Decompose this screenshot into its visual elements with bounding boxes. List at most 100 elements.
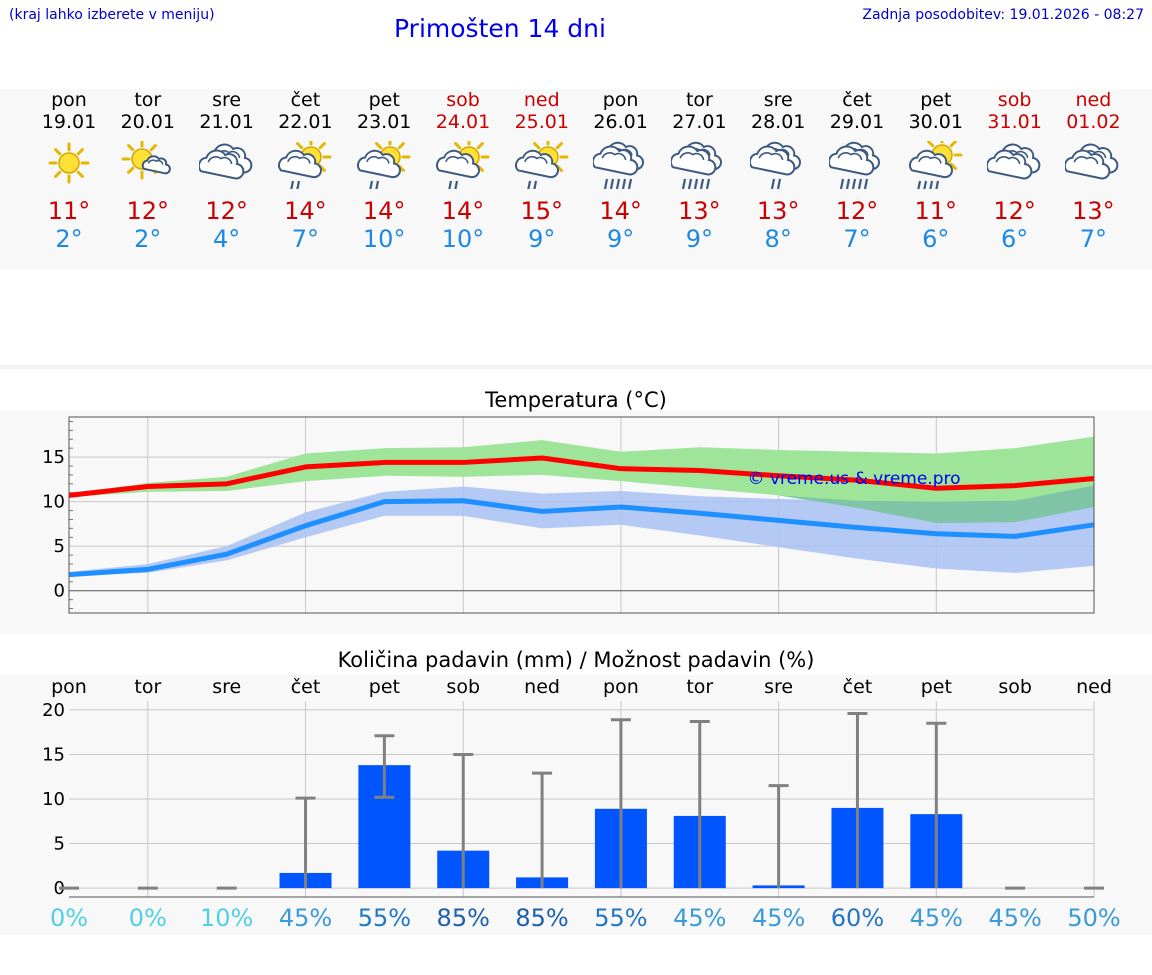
last-update: Zadnja posodobitev: 19.01.2026 - 08:27 bbox=[862, 7, 1144, 23]
rain-drop bbox=[857, 178, 863, 190]
min-temp: 6° bbox=[922, 225, 950, 253]
icon-group bbox=[514, 136, 569, 192]
temperature-chart-title: Temperatura (°C) bbox=[485, 388, 667, 412]
watermark: © vreme.us & vreme.pro bbox=[747, 469, 960, 489]
cloud-inner-line bbox=[995, 156, 1020, 165]
precip-chance-label: 45% bbox=[673, 904, 727, 932]
rain-drop bbox=[694, 178, 699, 190]
rain-drop bbox=[615, 178, 620, 190]
icon-group bbox=[985, 143, 1040, 180]
precip-chance-label: 85% bbox=[436, 904, 490, 932]
min-temp: 10° bbox=[362, 225, 406, 253]
y-tick-label: 15 bbox=[42, 447, 65, 468]
cloud-inner-line bbox=[147, 159, 164, 165]
rain-drop bbox=[447, 180, 453, 192]
rain-drop bbox=[627, 178, 632, 190]
icon-group bbox=[357, 136, 411, 192]
day-name: ned bbox=[1075, 89, 1112, 111]
cloud-shape bbox=[908, 149, 953, 179]
max-temp: 14° bbox=[441, 197, 485, 225]
min-temp-line bbox=[68, 498, 1095, 578]
cloud-shape bbox=[357, 149, 402, 179]
x-category-label: sre bbox=[212, 676, 242, 698]
precipitation-chart: 05101520 bbox=[42, 700, 1104, 899]
day-date: 24.01 bbox=[435, 111, 491, 133]
day-date: 19.01 bbox=[41, 111, 97, 133]
sun-ray bbox=[397, 142, 406, 150]
location-hint: (kraj lahko izberete v meniju) bbox=[9, 7, 215, 23]
icon-group bbox=[1064, 143, 1119, 180]
rain-drop bbox=[609, 178, 614, 190]
min-temp: 8° bbox=[764, 225, 792, 253]
max-temp: 12° bbox=[835, 197, 879, 225]
x-category-label: tor bbox=[686, 676, 714, 698]
day-column: ned 25.01 15° 9° bbox=[502, 89, 582, 253]
sun-ray bbox=[126, 166, 135, 174]
x-category-label: pet bbox=[368, 676, 400, 698]
sun-cloud-heavy-rain-icon bbox=[908, 134, 963, 192]
precip-chance-label: 60% bbox=[830, 904, 885, 932]
max-temp: 14° bbox=[362, 197, 406, 225]
rain-drop bbox=[682, 178, 687, 190]
sun-ray bbox=[926, 140, 935, 148]
min-temp: 9° bbox=[685, 225, 714, 253]
x-category-label: sob bbox=[446, 676, 481, 698]
cloud-inner-line bbox=[917, 156, 942, 164]
x-category-label: tor bbox=[134, 676, 162, 698]
cloud-shape bbox=[749, 145, 796, 176]
day-column: sre 21.01 12° 4° bbox=[187, 89, 267, 253]
rain-drop bbox=[777, 178, 782, 190]
x-category-label: pon bbox=[51, 676, 87, 698]
rain-drop bbox=[771, 178, 776, 190]
rain-drop bbox=[839, 178, 845, 190]
max-temp: 13° bbox=[756, 197, 800, 225]
precip-chance-label: 45% bbox=[909, 904, 963, 932]
icon-group bbox=[591, 141, 644, 190]
cloud-inner-line bbox=[287, 156, 312, 164]
day-date: 21.01 bbox=[199, 111, 254, 133]
sun-ray bbox=[76, 170, 84, 178]
rain-drop bbox=[526, 180, 531, 192]
max-temp: 12° bbox=[126, 197, 170, 225]
day-name: pet bbox=[368, 89, 400, 111]
rain-drop bbox=[845, 178, 851, 190]
sun-ray bbox=[149, 144, 157, 152]
sun-ray bbox=[375, 142, 383, 150]
max-temp: 11° bbox=[914, 197, 958, 225]
icon-group bbox=[827, 141, 880, 190]
precip-chance-label: 55% bbox=[594, 904, 648, 932]
day-name: sre bbox=[763, 89, 793, 111]
rain-drop bbox=[369, 180, 374, 192]
rain-drop bbox=[851, 178, 857, 190]
page-title: Primošten 14 dni bbox=[394, 14, 606, 43]
day-date: 26.01 bbox=[593, 111, 648, 133]
y-tick-label: 20 bbox=[42, 700, 65, 721]
day-column: pon 19.01 11° 2° bbox=[29, 89, 109, 253]
precipitation-chart-title: Količina padavin (mm) / Možnost padavin … bbox=[337, 648, 815, 672]
day-column: pet 30.01 11° 6° bbox=[896, 89, 976, 253]
day-date: 23.01 bbox=[356, 111, 412, 133]
day-column: sre 28.01 13° 8° bbox=[738, 89, 818, 253]
day-date: 01.02 bbox=[1066, 111, 1121, 133]
day-date: 27.01 bbox=[672, 111, 727, 133]
cloud-inner-line bbox=[679, 152, 705, 161]
sun-ray bbox=[949, 162, 957, 170]
cloud-heavy-rain-icon bbox=[827, 141, 880, 190]
cloud-inner-line bbox=[523, 156, 548, 164]
max-temp-line bbox=[68, 455, 1095, 498]
rain-drop bbox=[603, 178, 608, 190]
day-column: tor 20.01 12° 2° bbox=[108, 89, 188, 253]
sun-ray bbox=[76, 148, 84, 156]
max-temp: 14° bbox=[599, 197, 642, 225]
y-tick-label: 0 bbox=[54, 581, 65, 602]
min-temp: 9° bbox=[606, 225, 635, 253]
cloud-heavy-rain-icon bbox=[591, 141, 644, 190]
x-category-label: pet bbox=[920, 676, 952, 698]
rain-drop bbox=[922, 180, 927, 192]
min-temp-band bbox=[69, 485, 1094, 576]
sun-ray bbox=[54, 148, 62, 156]
sun-cloud-rain-icon bbox=[514, 136, 569, 192]
cloud-heavy-rain-icon bbox=[670, 141, 723, 190]
cloud-shape bbox=[591, 145, 638, 176]
min-temp: 7° bbox=[843, 225, 871, 253]
